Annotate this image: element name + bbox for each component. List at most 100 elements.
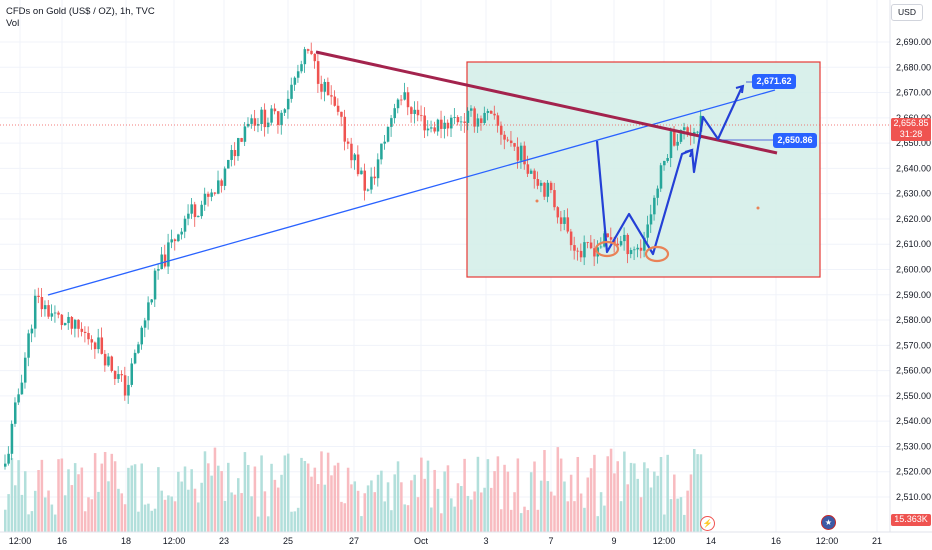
price-tick-label: 2,570.00: [896, 340, 931, 350]
candle-body: [7, 453, 10, 464]
volume-bar: [649, 487, 653, 532]
candle-body: [170, 239, 173, 243]
volume-bar: [606, 456, 609, 532]
volume-bar: [150, 510, 153, 532]
candle-body: [456, 117, 460, 123]
projected-path-arrowhead: [735, 84, 745, 94]
us-flag-icon[interactable]: ★: [821, 515, 836, 530]
candle-body: [663, 160, 666, 166]
candle-body: [400, 99, 403, 101]
candle-body: [250, 118, 253, 124]
candle-body: [350, 143, 353, 161]
volume-bar: [306, 463, 310, 532]
candle-body: [276, 111, 280, 125]
mid-arrowhead: [684, 148, 694, 158]
candle-body: [203, 193, 207, 205]
candle-body: [290, 84, 293, 99]
candle-body: [533, 170, 536, 180]
candle-body: [410, 107, 413, 114]
volume-bar: [266, 516, 270, 532]
price-tick-label: 2,600.00: [896, 265, 931, 275]
candle-body: [579, 250, 583, 258]
candle-body: [107, 356, 110, 366]
volume-bar: [579, 493, 583, 532]
candle-body: [130, 363, 134, 385]
volume-bar: [310, 476, 313, 532]
candle-body: [63, 323, 67, 326]
candle-body: [20, 382, 24, 395]
volume-bar: [666, 454, 669, 532]
upper-target-label[interactable]: 2,671.62: [752, 74, 796, 89]
price-tick-label: 2,690.00: [896, 37, 931, 47]
candle-body: [60, 314, 64, 326]
candle-body: [546, 182, 550, 197]
candle-body: [453, 117, 456, 118]
current-price-tag: 2,656.85 31:28: [891, 118, 931, 141]
volume-bar: [123, 504, 127, 532]
candle-body: [656, 188, 659, 198]
volume-bar: [73, 463, 77, 532]
volume-bar: [569, 474, 573, 532]
volume-bar: [586, 477, 590, 532]
time-tick-label: 16: [771, 536, 781, 546]
candle-body: [33, 295, 37, 329]
price-tick-label: 2,590.00: [896, 290, 931, 300]
candle-body: [113, 370, 117, 379]
volume-bar: [253, 466, 257, 532]
volume-bar: [390, 510, 393, 532]
volume-bar: [466, 495, 470, 532]
candle-body: [496, 115, 500, 126]
candle-body: [163, 254, 167, 267]
candle-body: [673, 131, 676, 146]
candle-body: [679, 129, 683, 142]
candle-body: [599, 246, 603, 248]
volume-bar: [410, 480, 413, 532]
candle-body: [67, 316, 70, 324]
volume-bar: [100, 463, 104, 532]
candle-body: [77, 319, 80, 329]
candle-body: [479, 118, 483, 123]
price-axis: 2,690.00 2,680.00 2,670.00 2,660.00 2,650.00…: [896, 37, 931, 502]
volume-bar: [283, 455, 287, 532]
volume-bar: [516, 458, 520, 532]
volume-bar: [603, 505, 606, 532]
candle-body: [140, 327, 143, 345]
lower-target-label[interactable]: 2,650.86: [773, 133, 817, 148]
candle-body: [450, 117, 453, 129]
volume-bar: [290, 511, 293, 532]
time-tick-label: 12:00: [9, 536, 32, 546]
candle-body: [589, 242, 593, 249]
candle-body: [629, 250, 633, 255]
candle-body: [270, 108, 273, 123]
volume-bar: [93, 453, 97, 532]
chart-title: CFDs on Gold (US$ / OZ), 1h, TVC: [6, 6, 155, 17]
currency-button[interactable]: USD: [891, 4, 923, 21]
volume-bar: [613, 473, 616, 532]
volume-bar: [393, 474, 396, 532]
volume-bar: [60, 458, 64, 532]
candle-body: [207, 193, 210, 197]
candle-body: [310, 50, 313, 54]
candle-body: [633, 249, 636, 251]
volume-bar: [270, 463, 273, 532]
lightning-icon[interactable]: ⚡: [700, 516, 715, 531]
price-tick-label: 2,530.00: [896, 441, 931, 451]
volume-bar: [57, 459, 60, 532]
volume-bar: [203, 451, 207, 532]
candle-body: [619, 241, 623, 246]
volume-bar: [346, 467, 350, 532]
volume-bar: [323, 484, 327, 532]
volume-bar: [120, 493, 124, 532]
candle-body: [340, 111, 343, 117]
candle-body: [543, 182, 546, 197]
volume-bar: [646, 468, 649, 532]
candle-body: [420, 115, 423, 117]
price-tick-label: 2,640.00: [896, 163, 931, 173]
volume-bar: [503, 464, 506, 532]
candle-body: [696, 131, 699, 133]
candle-body: [686, 127, 689, 135]
candle-body: [193, 204, 197, 218]
price-tick-label: 2,620.00: [896, 214, 931, 224]
candle-body: [413, 109, 416, 114]
